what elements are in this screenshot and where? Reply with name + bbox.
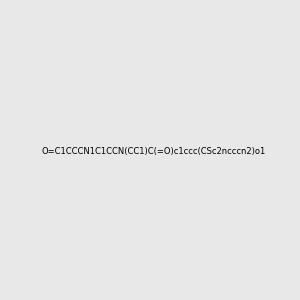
Text: O=C1CCCN1C1CCN(CC1)C(=O)c1ccc(CSc2ncccn2)o1: O=C1CCCN1C1CCN(CC1)C(=O)c1ccc(CSc2ncccn2… <box>42 147 266 156</box>
